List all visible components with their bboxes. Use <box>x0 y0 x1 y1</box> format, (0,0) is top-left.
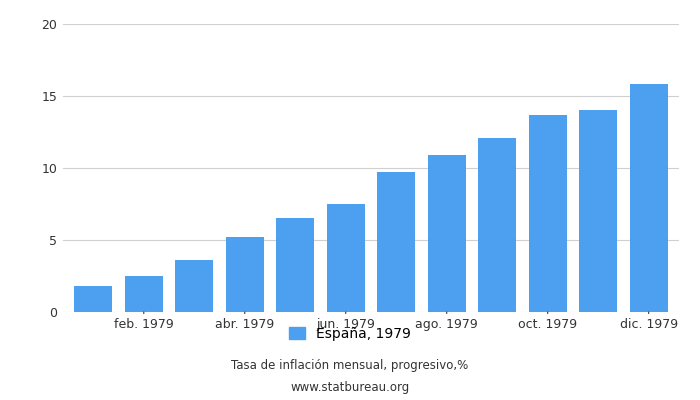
Legend: España, 1979: España, 1979 <box>288 327 412 341</box>
Bar <box>327 204 365 312</box>
Bar <box>528 115 567 312</box>
Bar <box>226 237 264 312</box>
Bar <box>276 218 314 312</box>
Text: www.statbureau.org: www.statbureau.org <box>290 382 410 394</box>
Bar <box>580 110 617 312</box>
Bar <box>428 155 466 312</box>
Bar <box>478 138 516 312</box>
Bar <box>125 276 162 312</box>
Bar <box>175 260 214 312</box>
Bar <box>630 84 668 312</box>
Bar <box>377 172 415 312</box>
Text: Tasa de inflación mensual, progresivo,%: Tasa de inflación mensual, progresivo,% <box>232 360 468 372</box>
Bar <box>74 286 112 312</box>
